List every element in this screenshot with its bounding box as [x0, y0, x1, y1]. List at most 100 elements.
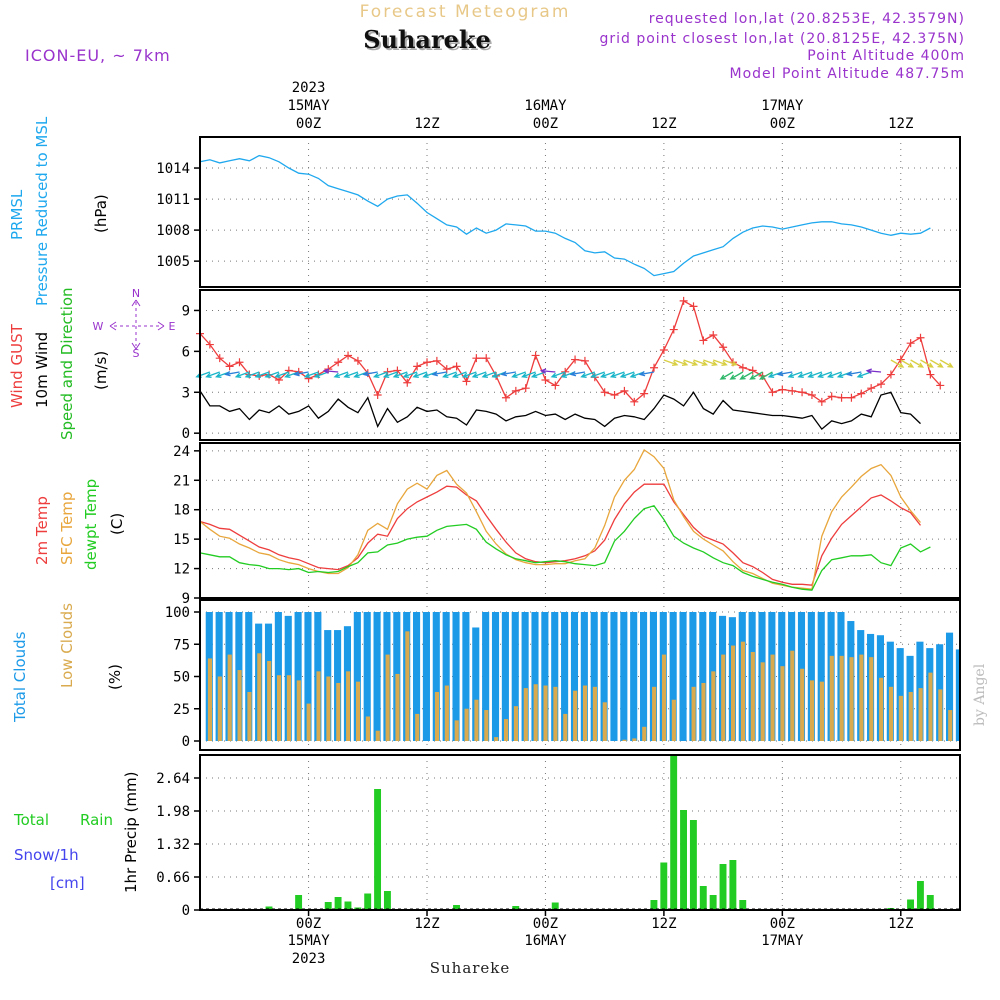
ytick-label-0-1011: 1011 — [156, 192, 190, 208]
low-cloud-bar-41 — [602, 702, 607, 741]
wind-direction-arrow-64 — [826, 371, 842, 378]
low-cloud-bar-5 — [247, 691, 252, 741]
dewpt-line — [199, 505, 931, 591]
wind-direction-arrow-41 — [599, 371, 615, 378]
total-cloud-bar-63 — [817, 612, 825, 741]
wind-direction-arrow-47 — [673, 359, 689, 366]
wind-direction-arrow-59 — [776, 370, 793, 377]
ytick-label-2-24: 24 — [173, 444, 190, 460]
low-cloud-bar-72 — [908, 691, 913, 741]
total-cloud-bar-16 — [353, 612, 361, 741]
low-cloud-bar-11 — [306, 703, 311, 741]
temp-frame — [199, 442, 961, 599]
wind-direction-arrow-3 — [224, 370, 240, 377]
wind-direction-arrow-69 — [890, 359, 905, 368]
low-cloud-bar-50 — [691, 686, 696, 741]
rain-bar-7 — [374, 789, 382, 910]
bottom-hour-24: 00Z — [533, 916, 558, 932]
total-cloud-bar-33 — [521, 612, 529, 741]
top-hour-36: 12Z — [651, 116, 676, 132]
gust-marker-1 — [205, 340, 214, 349]
low-cloud-bar-39 — [582, 685, 588, 741]
wind-direction-arrow-34 — [530, 371, 546, 378]
rain-bar-11 — [551, 902, 559, 910]
gust-marker-46 — [650, 363, 659, 372]
gust-marker-35 — [541, 376, 550, 384]
low-cloud-bar-34 — [533, 684, 538, 741]
gust-marker-29 — [482, 354, 491, 363]
snow-label: Snow/1h — [14, 846, 79, 864]
gust-marker-23 — [423, 358, 432, 367]
wind-direction-arrow-48 — [683, 359, 699, 366]
compass-rose-icon: N S W E — [93, 287, 176, 360]
gust-line — [199, 299, 941, 403]
total-cloud-bar-24 — [432, 612, 440, 741]
gust-marker-71 — [896, 355, 905, 364]
total-cloud-bar-10 — [294, 612, 302, 741]
wind-direction-arrow-68 — [865, 368, 882, 374]
gust-marker-33 — [521, 384, 530, 393]
wind-direction-arrow-24 — [431, 370, 447, 377]
wind-direction-arrow-11 — [303, 371, 319, 378]
total-cloud-bar-23 — [422, 612, 430, 741]
rain-bar-19 — [719, 864, 727, 910]
ytick-label-3-75: 75 — [173, 637, 190, 653]
total-cloud-bar-36 — [551, 612, 559, 741]
gust-marker-69 — [877, 380, 886, 389]
wind-direction-arrow-35 — [539, 368, 556, 374]
total-cloud-bar-41 — [600, 612, 608, 741]
cloud-frame — [199, 599, 961, 751]
wind-direction-arrow-25 — [442, 371, 457, 378]
top-year: 2023 — [292, 80, 326, 96]
gust-marker-60 — [788, 386, 797, 395]
wind-direction-arrow-45 — [638, 370, 655, 377]
panel-frames — [199, 136, 961, 911]
low-cloud-bar-22 — [415, 713, 420, 741]
low-cloud-bar-68 — [869, 657, 874, 741]
rain-bar-18 — [709, 895, 717, 910]
wind-direction-arrow-42 — [609, 371, 625, 378]
ytick-label-1-0: 0 — [182, 426, 190, 442]
gust-marker-34 — [531, 351, 540, 360]
low-cloud-bar-48 — [671, 699, 676, 741]
rain-bar-21 — [739, 900, 747, 910]
wind-direction-arrow-39 — [580, 371, 596, 378]
low-cloud-bar-16 — [355, 681, 361, 741]
wind-direction-arrow-8 — [274, 371, 290, 378]
total-cloud-bar-43 — [620, 612, 628, 741]
wind-direction-arrow-55 — [739, 371, 754, 380]
gust-marker-45 — [640, 389, 649, 398]
ytick-label-2-18: 18 — [173, 503, 190, 519]
gust-marker-58 — [768, 388, 777, 397]
low-cloud-bar-67 — [859, 654, 864, 741]
low-cloud-bar-12 — [316, 671, 321, 741]
low-cloud-bar-58 — [770, 654, 775, 741]
gust-marker-36 — [551, 381, 560, 390]
pressure-label-long: Pressure Reduced to MSL — [33, 116, 51, 306]
gust-marker-14 — [334, 358, 343, 367]
gust-marker-70 — [886, 370, 895, 379]
bottom-hour-0: 00Z — [296, 916, 321, 932]
gust-marker-53 — [719, 343, 728, 352]
ytick-label-3-100: 100 — [165, 605, 190, 621]
wind-direction-arrow-1 — [205, 371, 220, 378]
low-cloud-bar-9 — [286, 675, 292, 741]
wind-direction-arrow-57 — [759, 371, 773, 380]
low-cloud-bar-71 — [898, 695, 903, 741]
total-cloud-bar-17 — [363, 612, 371, 741]
wind-direction-arrow-18 — [372, 371, 388, 378]
total-cloud-bar-40 — [590, 612, 598, 741]
pressure-frame — [199, 136, 961, 288]
wind-direction-arrow-54 — [729, 371, 744, 380]
ytick-label-2-9: 9 — [182, 591, 190, 607]
compass-south: S — [133, 347, 140, 360]
wind-direction-arrow-28 — [471, 371, 487, 378]
gust-marker-25 — [442, 365, 451, 374]
gust-marker-42 — [610, 391, 619, 399]
gust-marker-19 — [383, 367, 392, 376]
direction-label: Speed and Direction — [58, 287, 76, 440]
wind-direction-arrow-7 — [264, 371, 280, 378]
dewpt-label: dewpt Temp — [82, 479, 100, 570]
wind-direction-arrow-4 — [234, 371, 250, 378]
